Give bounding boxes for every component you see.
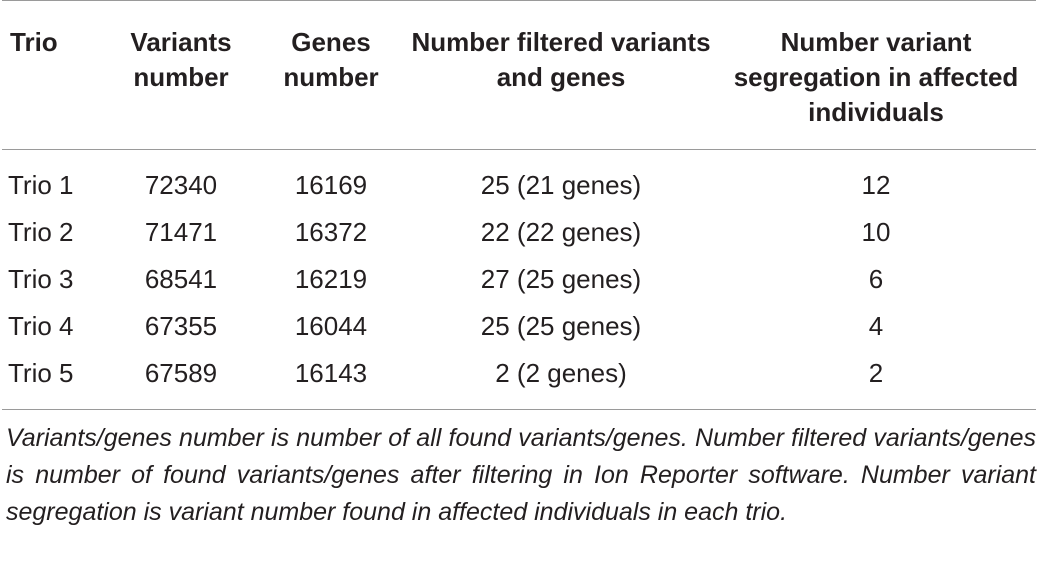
cell-variants: 71471 bbox=[144, 217, 218, 247]
results-table-container: Trio Variants number Genes number Number… bbox=[2, 0, 1036, 526]
header-segregation: Number variant segregation in affected i… bbox=[733, 27, 1019, 127]
table-body: Trio 1 72340 16169 25 (21 genes) 12 Trio… bbox=[2, 150, 1036, 410]
header-trio: Trio bbox=[10, 27, 58, 57]
cell-segregation: 6 bbox=[868, 264, 884, 294]
table-row: Trio 2 71471 16372 22 (22 genes) 10 bbox=[2, 209, 1036, 256]
cell-genes: 16372 bbox=[294, 217, 368, 247]
cell-genes: 16169 bbox=[294, 170, 368, 200]
results-table: Trio Variants number Genes number Number… bbox=[2, 0, 1036, 410]
table-row: Trio 4 67355 16044 25 (25 genes) 4 bbox=[2, 303, 1036, 350]
cell-filtered: 2 (2 genes) bbox=[495, 358, 627, 388]
cell-variants: 68541 bbox=[144, 264, 218, 294]
cell-trio: Trio 4 bbox=[8, 311, 74, 341]
table-row: Trio 1 72340 16169 25 (21 genes) 12 bbox=[2, 150, 1036, 210]
cell-genes: 16044 bbox=[294, 311, 368, 341]
cell-filtered: 27 (25 genes) bbox=[480, 264, 642, 294]
table-header: Trio Variants number Genes number Number… bbox=[2, 0, 1036, 150]
cell-genes: 16219 bbox=[294, 264, 368, 294]
header-genes-number: Genes number bbox=[283, 27, 379, 92]
cell-filtered: 22 (22 genes) bbox=[480, 217, 642, 247]
header-row: Trio Variants number Genes number Number… bbox=[2, 0, 1036, 150]
cell-trio: Trio 1 bbox=[8, 170, 74, 200]
header-filtered: Number filtered variants and genes bbox=[411, 27, 711, 92]
cell-trio: Trio 3 bbox=[8, 264, 74, 294]
cell-segregation: 4 bbox=[868, 311, 884, 341]
cell-genes: 16143 bbox=[294, 358, 368, 388]
cell-trio: Trio 2 bbox=[8, 217, 74, 247]
cell-segregation: 12 bbox=[861, 170, 891, 200]
cell-segregation: 2 bbox=[868, 358, 884, 388]
cell-variants: 67355 bbox=[144, 311, 218, 341]
cell-segregation: 10 bbox=[861, 217, 891, 247]
cell-filtered: 25 (21 genes) bbox=[480, 170, 642, 200]
header-variants-number: Variants number bbox=[130, 27, 232, 92]
cell-trio: Trio 5 bbox=[8, 358, 74, 388]
table-row: Trio 5 67589 16143 2 (2 genes) 2 bbox=[2, 350, 1036, 410]
table-footnote: Variants/genes number is number of all f… bbox=[6, 424, 1036, 526]
table-row: Trio 3 68541 16219 27 (25 genes) 6 bbox=[2, 256, 1036, 303]
cell-filtered: 25 (25 genes) bbox=[480, 311, 642, 341]
cell-variants: 72340 bbox=[144, 170, 218, 200]
cell-variants: 67589 bbox=[144, 358, 218, 388]
